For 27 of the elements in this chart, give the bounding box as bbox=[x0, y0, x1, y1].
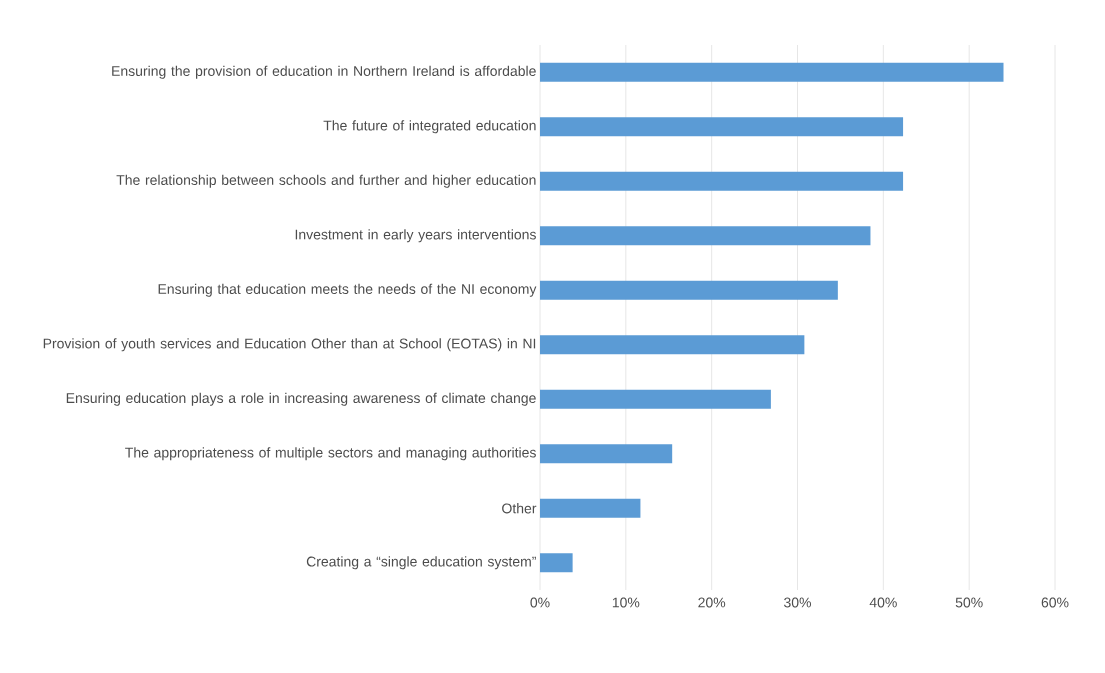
y-tick-label: The relationship between schools and further and higher education bbox=[116, 174, 536, 188]
bar bbox=[540, 444, 673, 464]
bar bbox=[540, 117, 904, 137]
y-tick-label: Provision of youth services and Education Other than at School (EOTAS) in NI bbox=[43, 338, 536, 352]
bar bbox=[540, 335, 805, 355]
x-tick-label: 30% bbox=[784, 597, 812, 608]
y-tick-label: Ensuring the provision of education in Northern Ireland is affordable bbox=[112, 65, 536, 79]
bar bbox=[540, 498, 641, 518]
y-tick-label: Ensuring education plays a role in increasing awareness of climate change bbox=[66, 392, 536, 406]
x-tick-label: 50% bbox=[955, 597, 983, 608]
y-tick-label: Investment in early years interventions bbox=[295, 229, 536, 243]
y-tick-label: The appropriateness of multiple sectors and managing authorities bbox=[125, 447, 536, 461]
x-tick-label: 10% bbox=[612, 597, 640, 608]
bar bbox=[540, 62, 1004, 82]
y-tick-label: Creating a “single education system” bbox=[306, 556, 536, 570]
bar bbox=[540, 389, 771, 409]
y-tick-label: Other bbox=[502, 503, 537, 514]
bar bbox=[540, 280, 838, 300]
bar bbox=[540, 171, 904, 191]
bar bbox=[540, 553, 573, 573]
x-tick-label: 0% bbox=[530, 597, 550, 608]
y-tick-label: Ensuring that education meets the needs of the NI economy bbox=[158, 283, 537, 297]
x-tick-label: 60% bbox=[1041, 597, 1069, 608]
x-tick-label: 40% bbox=[869, 597, 897, 608]
x-tick-label: 20% bbox=[698, 597, 726, 608]
bar bbox=[540, 226, 871, 246]
y-tick-label: The future of integrated education bbox=[323, 120, 536, 134]
